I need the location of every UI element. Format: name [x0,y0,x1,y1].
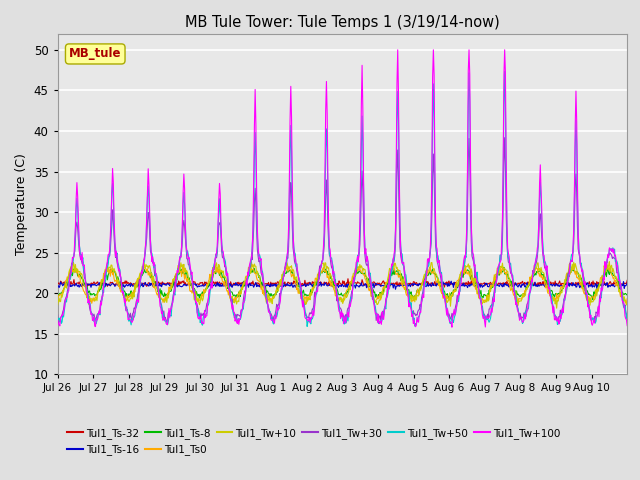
Y-axis label: Temperature (C): Temperature (C) [15,153,28,255]
Text: MB_tule: MB_tule [69,48,122,60]
Title: MB Tule Tower: Tule Temps 1 (3/19/14-now): MB Tule Tower: Tule Temps 1 (3/19/14-now… [185,15,500,30]
Legend: Tul1_Ts-32, Tul1_Ts-16, Tul1_Ts-8, Tul1_Ts0, Tul1_Tw+10, Tul1_Tw+30, Tul1_Tw+50,: Tul1_Ts-32, Tul1_Ts-16, Tul1_Ts-8, Tul1_… [63,424,564,459]
